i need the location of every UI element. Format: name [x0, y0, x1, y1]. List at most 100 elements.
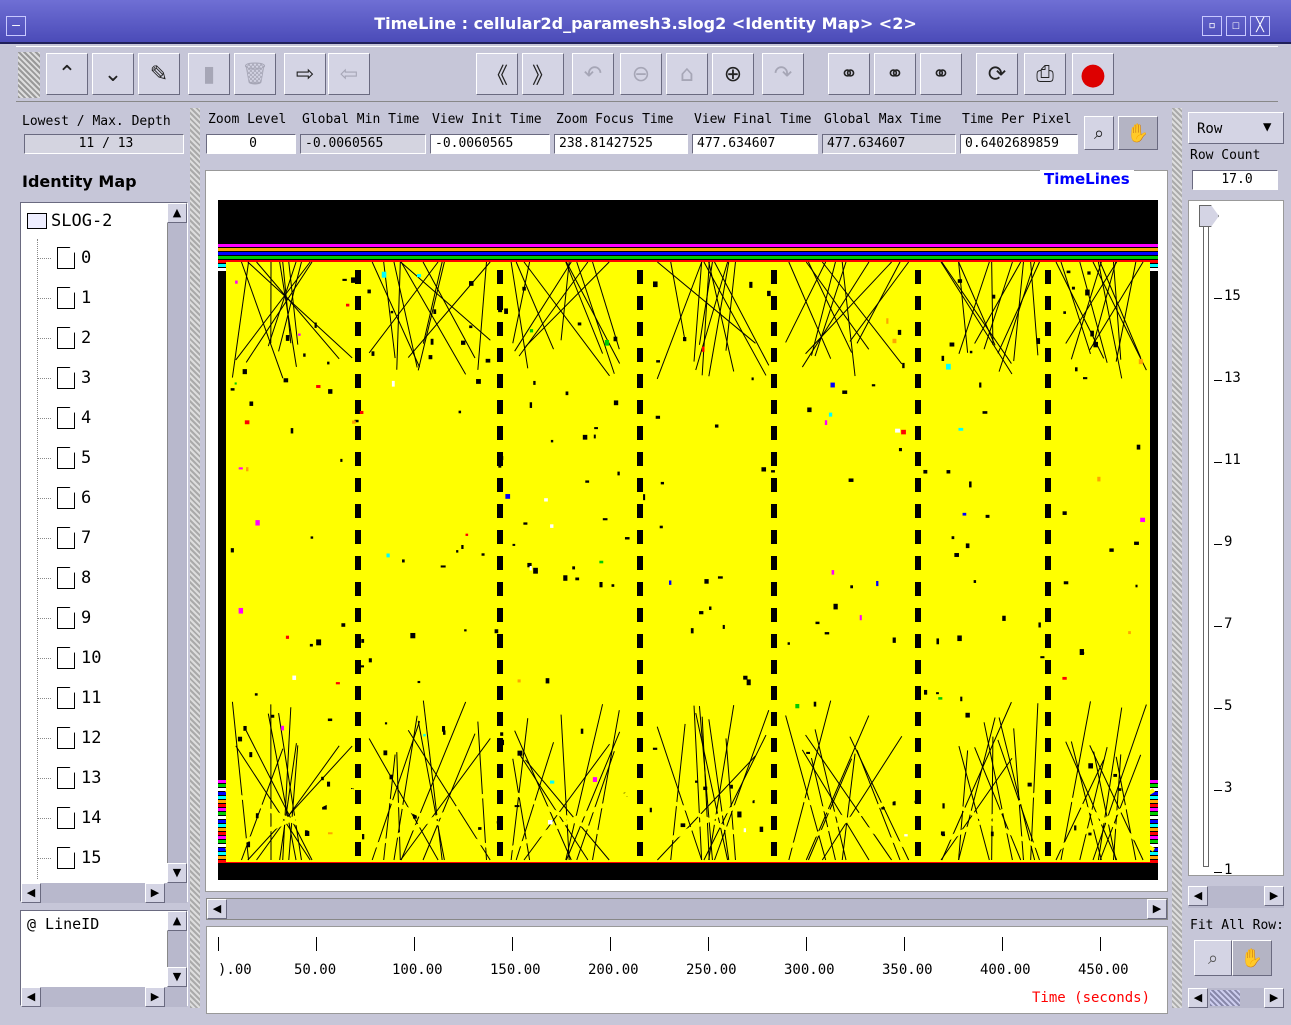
- scroll-right-icon[interactable]: ▶: [1147, 899, 1167, 919]
- tree-item[interactable]: 7: [37, 523, 91, 553]
- right-splitter[interactable]: [1172, 108, 1182, 1008]
- lineid-hscrollbar[interactable]: ◀ ▶: [21, 987, 187, 1007]
- scroll-up-icon[interactable]: ▲: [167, 203, 187, 223]
- delete-icon[interactable]: 🗑: [234, 53, 276, 95]
- left-splitter[interactable]: [190, 108, 200, 1008]
- tree-item[interactable]: 12: [37, 723, 101, 753]
- scroll-thumb[interactable]: [1210, 990, 1240, 1006]
- column-separator: [355, 738, 361, 752]
- fit-scrollbar[interactable]: ◀ ▶: [1188, 988, 1284, 1008]
- search-backward-icon[interactable]: ⚭: [828, 53, 870, 95]
- tree-root[interactable]: SLOG-2: [27, 211, 112, 231]
- search-forward-icon[interactable]: ⚭: [920, 53, 962, 95]
- up-icon[interactable]: ⌃: [46, 53, 88, 95]
- search-icon[interactable]: ⚭: [874, 53, 916, 95]
- undo-icon[interactable]: ↶: [572, 53, 614, 95]
- tree-item[interactable]: 4: [37, 403, 91, 433]
- zoom-mode-icon[interactable]: ⌕: [1084, 116, 1114, 150]
- event-mark: [585, 480, 590, 483]
- scroll-right-icon[interactable]: ▶: [145, 883, 165, 903]
- hand-mode-icon[interactable]: ✋: [1232, 940, 1272, 976]
- export-icon[interactable]: ⇨: [284, 53, 326, 95]
- event-mark: [498, 456, 504, 461]
- message-line: [477, 721, 487, 861]
- scroll-right-icon[interactable]: ▶: [145, 987, 165, 1007]
- tree-item[interactable]: 8: [37, 563, 91, 593]
- paste-icon[interactable]: ▮: [188, 53, 230, 95]
- tree-item[interactable]: 5: [37, 443, 91, 473]
- tree-item[interactable]: 13: [37, 763, 101, 793]
- scroll-left-icon[interactable]: ◀: [207, 899, 227, 919]
- redo-icon[interactable]: ↷: [762, 53, 804, 95]
- column-separator: [497, 400, 503, 414]
- print-icon[interactable]: ⎙: [1024, 53, 1066, 95]
- timeline-canvas[interactable]: [218, 200, 1158, 880]
- hand-mode-icon[interactable]: ✋: [1118, 116, 1158, 150]
- info-field[interactable]: 477.634607: [822, 134, 956, 154]
- info-field[interactable]: 477.634607: [692, 134, 818, 154]
- tree-item[interactable]: 10: [37, 643, 101, 673]
- scroll-left-icon[interactable]: ◀: [1188, 988, 1208, 1008]
- lineid-scrollbar[interactable]: ▲ ▼: [167, 911, 187, 987]
- event-mark: [461, 340, 466, 345]
- close-icon[interactable]: ╳: [1250, 16, 1270, 36]
- info-field[interactable]: 0: [206, 134, 296, 154]
- tree-item[interactable]: 14: [37, 803, 101, 833]
- scroll-left-icon[interactable]: ◀: [21, 883, 41, 903]
- tree-hscrollbar[interactable]: ◀ ▶: [21, 883, 187, 903]
- tree-item[interactable]: 2: [37, 323, 91, 353]
- scroll-right-icon[interactable]: 》: [522, 53, 564, 95]
- zoom-in-icon[interactable]: ⊕: [712, 53, 754, 95]
- info-field[interactable]: 0.6402689859: [960, 134, 1078, 154]
- zoom-out-icon[interactable]: ⊖: [620, 53, 662, 95]
- info-field[interactable]: -0.0060565: [430, 134, 550, 154]
- canvas-hscrollbar[interactable]: ◀ ▶: [206, 898, 1168, 920]
- row-hscrollbar[interactable]: ◀ ▶: [1188, 886, 1284, 908]
- minimize-icon[interactable]: ▫: [1202, 16, 1222, 36]
- tree-item[interactable]: 15: [37, 843, 101, 873]
- toolbar-grip[interactable]: [18, 52, 40, 98]
- scroll-left-icon[interactable]: ◀: [1188, 886, 1208, 906]
- scroll-left-icon[interactable]: 《: [476, 53, 518, 95]
- scroll-up-icon[interactable]: ▲: [167, 911, 187, 931]
- event-mark: [850, 585, 854, 589]
- row-count-field[interactable]: 17.0: [1192, 170, 1278, 190]
- event-mark: [341, 623, 346, 627]
- window-menu-icon[interactable]: –: [6, 16, 26, 36]
- row-mode-select[interactable]: Row ▼: [1188, 112, 1284, 144]
- tree-item[interactable]: 0: [37, 243, 91, 273]
- tree-scrollbar[interactable]: ▲ ▼: [167, 203, 187, 883]
- event-mark: [1138, 359, 1143, 365]
- stop-icon[interactable]: ●: [1072, 53, 1114, 95]
- tree-view[interactable]: SLOG-2 0 1 2 3 4 5 6 7 8 9 10 11 12 13 14 15 ▲ ▼ ◀ ▶: [20, 202, 188, 903]
- tree-item[interactable]: 6: [37, 483, 91, 513]
- info-field[interactable]: -0.0060565: [300, 134, 426, 154]
- tree-item[interactable]: 9: [37, 603, 91, 633]
- lineid-item[interactable]: @ LineID: [27, 915, 100, 933]
- zoom-mode-icon[interactable]: ⌕: [1194, 940, 1232, 976]
- edit-icon[interactable]: ✎: [138, 53, 180, 95]
- column-separator: [771, 374, 777, 388]
- tree-item[interactable]: 3: [37, 363, 91, 393]
- tree-item[interactable]: 1: [37, 283, 91, 313]
- import-icon[interactable]: ⇦: [328, 53, 370, 95]
- event-mark: [960, 696, 963, 702]
- row-slider-track[interactable]: [1188, 200, 1284, 876]
- column-separator: [637, 556, 643, 570]
- lineid-list[interactable]: @ LineID ▲ ▼ ◀ ▶: [20, 910, 188, 1007]
- home-icon[interactable]: ⌂: [666, 53, 708, 95]
- scroll-down-icon[interactable]: ▼: [167, 863, 187, 883]
- event-mark: [512, 543, 516, 546]
- event-mark: [285, 635, 290, 639]
- row-slider-handle[interactable]: [1199, 205, 1219, 227]
- down-icon[interactable]: ⌄: [92, 53, 134, 95]
- tree-item[interactable]: 11: [37, 683, 101, 713]
- maximize-icon[interactable]: ☐: [1226, 16, 1246, 36]
- scroll-right-icon[interactable]: ▶: [1264, 988, 1284, 1008]
- refresh-icon[interactable]: ⟳: [976, 53, 1018, 95]
- scroll-down-icon[interactable]: ▼: [167, 967, 187, 987]
- scroll-right-icon[interactable]: ▶: [1264, 886, 1284, 906]
- info-field[interactable]: 238.81427525: [554, 134, 688, 154]
- scroll-left-icon[interactable]: ◀: [21, 987, 41, 1007]
- message-line: [576, 751, 615, 861]
